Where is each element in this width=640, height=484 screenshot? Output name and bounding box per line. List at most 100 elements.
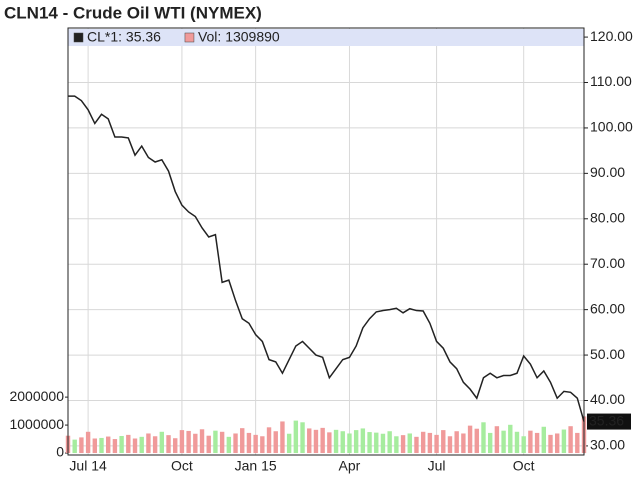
volume-bar — [501, 430, 506, 454]
last-price-label: 35.36 — [589, 412, 624, 428]
volume-bar — [380, 433, 386, 454]
volume-bar — [508, 424, 513, 454]
legend-swatch — [73, 32, 84, 43]
volume-bar — [353, 430, 359, 454]
volume-bar — [320, 427, 325, 454]
volume-bar — [367, 432, 372, 454]
y-tick-label: 110.00 — [590, 73, 632, 89]
volume-bar — [85, 431, 91, 454]
volume-bar — [541, 426, 546, 454]
volume-bar — [186, 430, 191, 454]
volume-bar — [427, 432, 433, 454]
plot-frame — [67, 27, 585, 456]
y2-tick-label: 0 — [56, 444, 64, 460]
y-tick-label: 90.00 — [590, 164, 625, 180]
volume-bar — [447, 436, 453, 454]
volume-bar — [266, 427, 272, 454]
y2-tick-label: 1000000 — [9, 416, 64, 432]
volume-bar — [193, 433, 198, 454]
volume-bar — [414, 436, 419, 454]
volume-bar — [286, 433, 292, 454]
volume-bar — [521, 436, 526, 454]
volume-bar — [300, 422, 305, 454]
x-tick-label: Jul 14 — [69, 458, 107, 474]
volume-bar — [226, 436, 232, 454]
plot-area — [68, 28, 584, 455]
volume-bar — [474, 428, 479, 454]
volume-bar — [280, 421, 285, 454]
volume-bar — [394, 436, 399, 454]
volume-bar — [119, 435, 124, 454]
volume-bar — [461, 433, 466, 454]
volume-bar — [260, 436, 265, 454]
legend-label: CL*1: 35.36 — [87, 29, 161, 45]
volume-bar — [99, 437, 104, 454]
volume-bar — [219, 431, 225, 454]
x-tick-label: Apr — [339, 458, 361, 474]
volume-bar — [146, 433, 151, 454]
volume-bar — [467, 425, 473, 454]
volume-bar — [233, 433, 238, 454]
x-tick-label: Jul — [428, 458, 446, 474]
volume-bar — [374, 432, 379, 454]
volume-bar — [92, 438, 98, 454]
volume-bar — [340, 431, 345, 454]
volume-bar — [400, 435, 406, 454]
legend-band — [68, 29, 584, 46]
legend-swatch — [184, 32, 195, 43]
volume-bar — [246, 432, 252, 454]
volume-bar — [79, 437, 84, 454]
volume-bar — [307, 428, 312, 454]
last-price-box — [587, 413, 631, 430]
y-tick-label: 50.00 — [590, 346, 625, 362]
volume-bar — [206, 435, 211, 454]
volume-bar — [293, 420, 299, 454]
volume-bar — [434, 434, 439, 454]
volume-bar — [166, 435, 171, 454]
volume-bar — [387, 431, 392, 454]
volume-bar — [441, 430, 446, 454]
volume-bar — [481, 422, 486, 454]
volume-bar — [327, 432, 332, 454]
volume-bar — [487, 432, 493, 454]
volume-bar — [360, 428, 366, 454]
price-line — [68, 95, 585, 422]
volume-bar — [253, 434, 258, 454]
volume-bar — [575, 432, 580, 454]
volume-bar — [240, 428, 245, 454]
volume-bar — [112, 439, 118, 454]
x-tick-label: Jan 15 — [235, 458, 277, 474]
volume-bar — [173, 438, 178, 454]
y-tick-label: 60.00 — [590, 300, 625, 316]
volume-bar — [179, 430, 185, 454]
chart-title: CLN14 - Crude Oil WTI (NYMEX) — [4, 3, 262, 22]
volume-bar — [407, 433, 412, 454]
volume-bar — [347, 433, 352, 454]
y-tick-label: 100.00 — [590, 119, 633, 135]
volume-bar — [534, 432, 540, 454]
volume-bar — [213, 430, 218, 454]
volume-bar — [514, 431, 520, 454]
y2-tick-label: 2000000 — [9, 388, 64, 404]
y-tick-label: 120.00 — [590, 28, 633, 44]
volume-bar — [199, 429, 205, 454]
volume-bar — [126, 434, 131, 454]
volume-bar — [454, 431, 459, 454]
volume-bar — [528, 430, 533, 454]
y-tick-label: 70.00 — [590, 255, 625, 271]
volume-bar — [494, 426, 500, 454]
volume-bar — [106, 436, 111, 454]
volume-bar — [72, 439, 77, 454]
volume-bar — [568, 426, 573, 454]
x-tick-label: Oct — [171, 458, 193, 474]
volume-bar — [313, 429, 319, 454]
volume-bar — [333, 429, 339, 454]
volume-bar — [139, 436, 144, 454]
volume-bar — [132, 438, 138, 454]
volume-bar — [548, 434, 553, 454]
y-tick-label: 80.00 — [590, 209, 625, 225]
volume-bar — [420, 431, 426, 454]
legend-label: Vol: 1309890 — [198, 29, 280, 45]
y-tick-label: 40.00 — [590, 391, 625, 407]
